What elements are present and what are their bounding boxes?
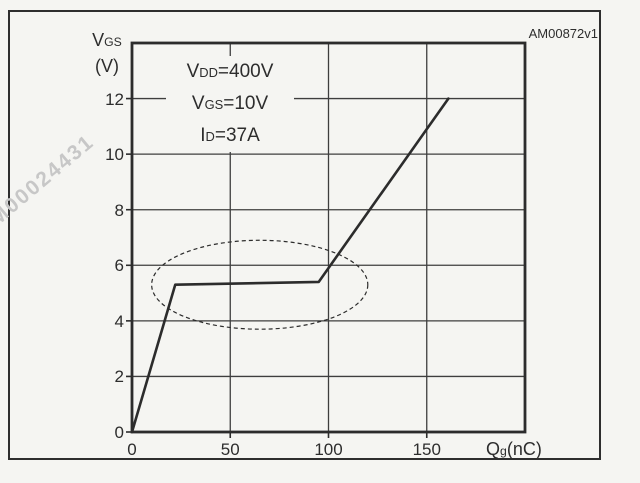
condition-line: VGS=10V (191, 93, 269, 114)
y-tick-label: 4 (114, 311, 124, 331)
x-axis-title: Qg(nC) (486, 439, 542, 459)
test-conditions: VDD=400V VGS=10V ID=37A (166, 56, 294, 152)
x-tick-label: 100 (314, 440, 343, 459)
y-tick-label: 0 (114, 423, 124, 442)
x-tick-label: 150 (412, 440, 441, 459)
gate-charge-curve (130, 97, 450, 434)
figure-code-label: AM00872v1 (528, 26, 598, 41)
plateau-ellipse-annotation (151, 239, 369, 330)
y-axis-title: VGS (V) (84, 28, 130, 78)
y-axis-title-unit: (V) (95, 56, 119, 76)
x-tick-label: 50 (220, 440, 240, 459)
plot-area (126, 41, 527, 438)
x-tick-label: 0 (127, 440, 137, 459)
condition-line: ID=37A (200, 125, 260, 146)
plot-svg (126, 41, 527, 438)
y-tick-label: 8 (114, 200, 124, 220)
y-tick-label: 6 (114, 256, 124, 276)
y-tick-label: 12 (105, 89, 124, 109)
y-tick-label: 2 (114, 367, 124, 387)
condition-line: VDD=400V (186, 61, 274, 82)
figure-border (8, 10, 601, 460)
y-axis-title-symbol: VGS (92, 30, 122, 50)
y-tick-label: 10 (105, 145, 124, 165)
plot-border (130, 41, 527, 434)
